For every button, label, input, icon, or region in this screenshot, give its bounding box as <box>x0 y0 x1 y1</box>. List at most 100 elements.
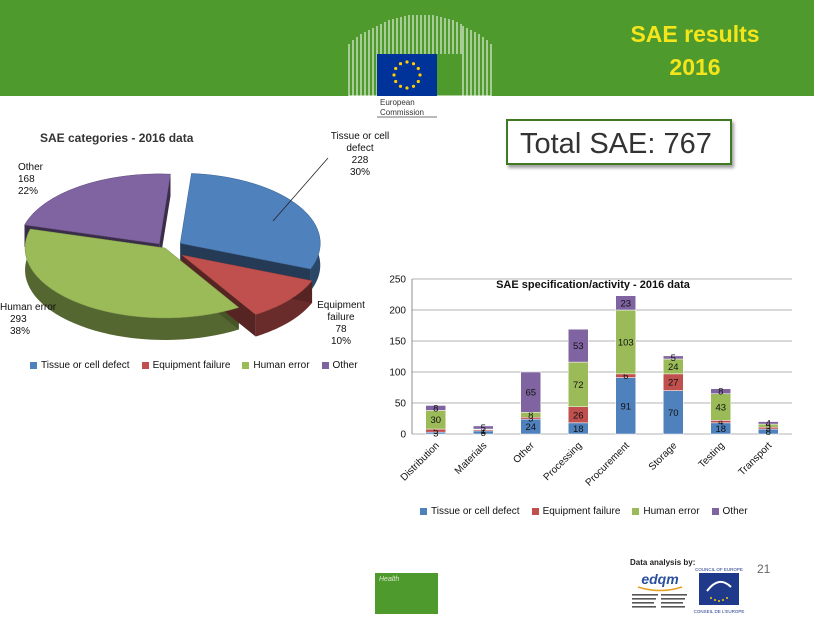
bar-data-label: 53 <box>573 341 584 352</box>
pie-slice-wall <box>159 174 171 266</box>
bar-data-label: 5 <box>766 421 771 432</box>
pie-label-equipment: Equipment failure 78 10% <box>308 300 374 348</box>
bar-segment <box>663 355 684 360</box>
pie-label-other: Other 168 22% <box>18 162 58 198</box>
pie-slice-human-error <box>24 228 240 319</box>
bar-legend-label: Human error <box>643 506 700 517</box>
pie-legend-label: Other <box>332 360 358 371</box>
bar-data-label: 24 <box>668 362 679 373</box>
bar-x-tick-label: Storage <box>647 440 680 473</box>
bar-data-label: 8 <box>528 410 533 421</box>
edqm-logo-text: edqm <box>641 571 678 587</box>
european-commission-logo <box>348 15 492 118</box>
bar-segment <box>425 405 446 411</box>
bar-x-tick-label: Distribution <box>399 440 442 483</box>
pie-label-equipment-name1: Equipment <box>317 300 365 311</box>
coe-bottom-text: CONSEIL DE L'EUROPE <box>694 609 745 614</box>
pie-legend-item: Tissue or cell defect <box>30 360 130 371</box>
bar-y-tick-label: 150 <box>389 337 406 348</box>
pie-label-tissue-name1: Tissue or cell <box>330 131 390 142</box>
pie-legend-item: Equipment failure <box>141 360 231 371</box>
bar-data-label: 91 <box>620 401 631 412</box>
pie-legend: Tissue or cell defect Equipment failure … <box>30 360 370 371</box>
pie-chart <box>24 157 329 340</box>
total-sae-box: Total SAE: 767 <box>506 119 732 165</box>
bar-y-tick-label: 0 <box>400 430 406 441</box>
page-number: 21 <box>757 562 771 576</box>
bar-legend: Tissue or cell defect Equipment failure … <box>420 506 760 517</box>
title-line-1: SAE results <box>630 21 760 47</box>
pie-label-tissue-pct: 30% <box>349 167 370 178</box>
bar-data-label: 23 <box>620 298 631 309</box>
pie-legend-label: Tissue or cell defect <box>41 360 130 371</box>
bar-data-label: 5 <box>481 423 486 434</box>
data-analysis-label: Data analysis by: <box>630 558 696 567</box>
bar-y-tick-label: 50 <box>395 399 407 410</box>
bar-data-label: 4 <box>718 417 723 428</box>
bar-data-label: 3 <box>766 424 771 435</box>
bar-segment <box>473 425 494 430</box>
pie-label-human-value: 293 <box>10 314 27 325</box>
bar-data-label: 5 <box>481 428 486 439</box>
edqm-logo: edqm <box>632 571 687 608</box>
pie-label-other-pct: 22% <box>18 186 39 197</box>
pie-chart-title: SAE categories - 2016 data <box>40 131 194 145</box>
pie-label-tissue-name2: defect <box>346 143 374 154</box>
slide-title: SAE results 2016 <box>600 18 790 84</box>
bar-data-label: 70 <box>668 408 679 419</box>
bar-data-label: 43 <box>715 403 726 414</box>
bar-data-label: 2 <box>481 426 486 437</box>
bar-data-label: 18 <box>715 424 726 435</box>
bar-legend-label: Other <box>722 506 748 517</box>
bar-data-label: 18 <box>573 424 584 435</box>
bar-segment <box>758 421 779 425</box>
bar-legend-label: Tissue or cell defect <box>431 506 520 517</box>
pie-label-tissue-value: 228 <box>351 155 369 166</box>
bar-x-tick-label: Procurement <box>584 440 632 488</box>
coe-top-text: COUNCIL OF EUROPE <box>695 567 743 572</box>
pie-label-other-value: 168 <box>18 174 35 185</box>
pie-legend-label: Equipment failure <box>152 360 231 371</box>
pie-slice-equipment-failure <box>181 254 313 315</box>
bar-segment <box>520 371 541 413</box>
bar-x-tick-label: Transport <box>737 440 775 478</box>
bar-legend-item: Equipment failure <box>531 506 621 517</box>
bar-y-tick-label: 250 <box>389 275 406 286</box>
bar-data-label: 5 <box>671 353 676 364</box>
pie-label-equipment-pct: 10% <box>330 336 351 347</box>
bar-legend-item: Human error <box>632 506 700 517</box>
pie-label-human: Human error 293 38% <box>0 302 66 338</box>
pie-slice-other <box>24 173 171 245</box>
bar-legend-label: Equipment failure <box>542 506 621 517</box>
bar-data-label: 8 <box>718 387 723 398</box>
title-line-2: 2016 <box>669 54 721 80</box>
bar-data-label: 8 <box>766 427 771 438</box>
bar-data-label: 4 <box>766 418 771 429</box>
pie-slice-side <box>25 229 239 340</box>
bar-data-label: 6 <box>623 371 628 382</box>
bar-segment <box>615 295 636 311</box>
health-tag: Health <box>375 573 438 614</box>
bar-x-tick-label: Processing <box>542 440 585 483</box>
pie-label-equipment-name2: failure <box>327 312 355 323</box>
bar-data-label: 24 <box>525 422 536 433</box>
bar-x-tick-label: Testing <box>697 440 727 470</box>
bar-data-label: 27 <box>668 378 679 389</box>
bar-y-tick-label: 200 <box>389 306 406 317</box>
bar-data-label: 26 <box>573 410 584 421</box>
pie-leader-line <box>272 157 329 222</box>
pie-label-tissue: Tissue or cell defect 228 30% <box>320 131 400 179</box>
bar-data-label: 8 <box>433 403 438 414</box>
european-commission-text: European Commission <box>380 98 424 118</box>
org-line-2: Commission <box>380 108 425 117</box>
pie-legend-item: Other <box>321 360 358 371</box>
bar-chart-title: SAE specification/activity - 2016 data <box>496 279 691 291</box>
bar-data-label: 5 <box>433 426 438 437</box>
pie-legend-label: Human error <box>253 360 310 371</box>
bar-data-label: 3 <box>433 429 438 440</box>
bar-segment <box>710 388 731 394</box>
org-line-1: European <box>380 98 415 107</box>
pie-legend-item: Human error <box>242 360 310 371</box>
bar-legend-item: Tissue or cell defect <box>420 506 520 517</box>
council-of-europe-logo: COUNCIL OF EUROPE CONSEIL DE L'EUROPE <box>694 567 745 614</box>
